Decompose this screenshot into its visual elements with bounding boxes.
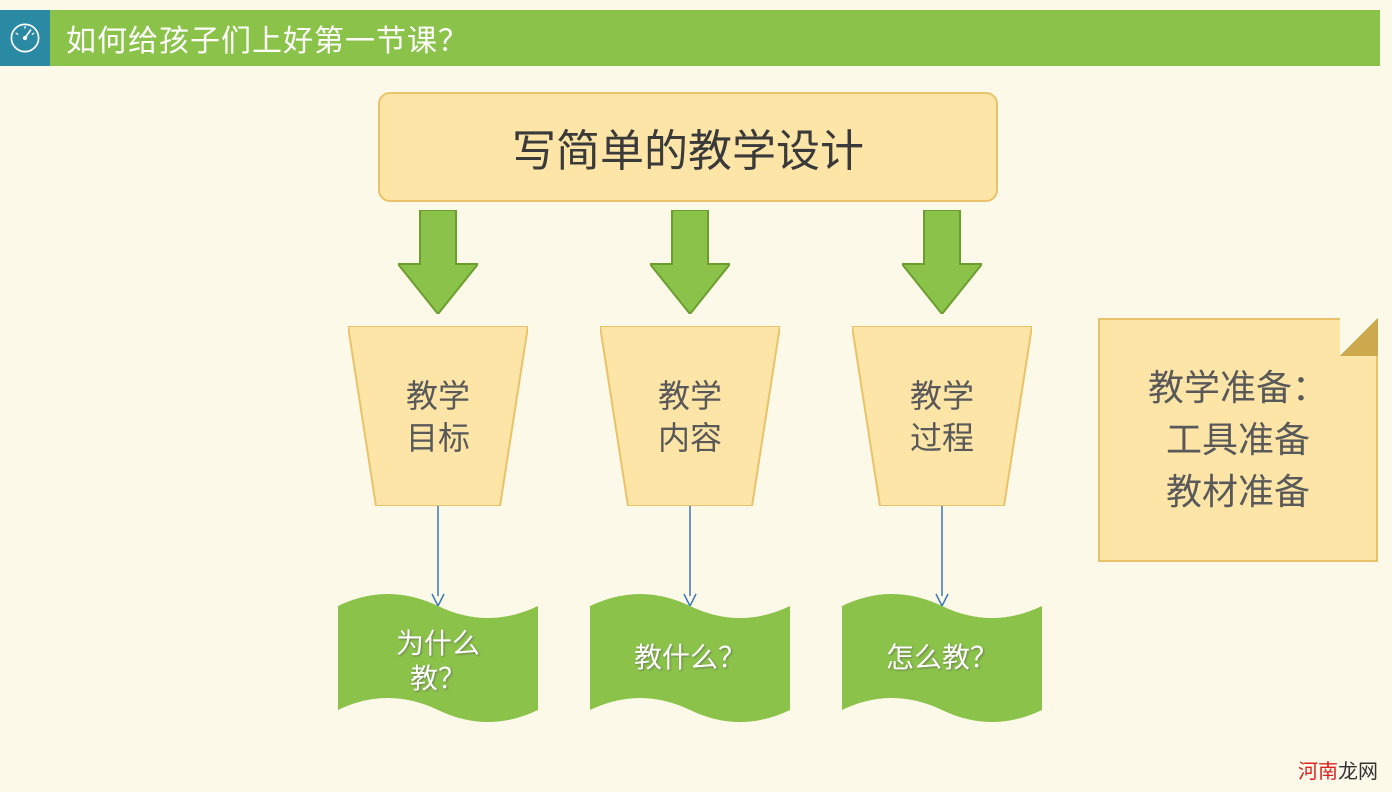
side-note-line2: 工具准备 xyxy=(1166,414,1310,466)
down-arrow-1 xyxy=(398,210,478,314)
gauge-icon xyxy=(0,10,50,66)
top-box-label: 写简单的教学设计 xyxy=(512,115,864,179)
top-box: 写简单的教学设计 xyxy=(378,92,998,202)
trapezoid-1-text: 教学 目标 xyxy=(348,376,528,459)
trapezoid-2-text: 教学 内容 xyxy=(600,376,780,459)
header-title: 如何给孩子们上好第一节课？ xyxy=(50,10,1380,66)
watermark: 河南龙网 xyxy=(1298,755,1378,784)
flag-3: 怎么教？ xyxy=(842,588,1042,728)
flag-1-text: 为什么 教？ xyxy=(338,626,538,696)
watermark-dark: 龙网 xyxy=(1338,761,1378,783)
header-bar: 如何给孩子们上好第一节课？ xyxy=(0,10,1392,66)
trapezoid-3-text: 教学 过程 xyxy=(852,376,1032,459)
trapezoid-1: 教学 目标 xyxy=(348,326,528,506)
side-note: 教学准备： 工具准备 教材准备 xyxy=(1098,318,1378,562)
trapezoid-2: 教学 内容 xyxy=(600,326,780,506)
trapezoid-3: 教学 过程 xyxy=(852,326,1032,506)
flag-2-text: 教什么？ xyxy=(590,640,790,675)
flag-3-text: 怎么教？ xyxy=(842,640,1042,675)
side-note-line1: 教学准备： xyxy=(1148,362,1328,414)
side-note-line3: 教材准备 xyxy=(1166,466,1310,518)
flag-2: 教什么？ xyxy=(590,588,790,728)
watermark-red: 河南 xyxy=(1298,761,1338,783)
down-arrow-3 xyxy=(902,210,982,314)
down-arrow-2 xyxy=(650,210,730,314)
flag-1: 为什么 教？ xyxy=(338,588,538,728)
